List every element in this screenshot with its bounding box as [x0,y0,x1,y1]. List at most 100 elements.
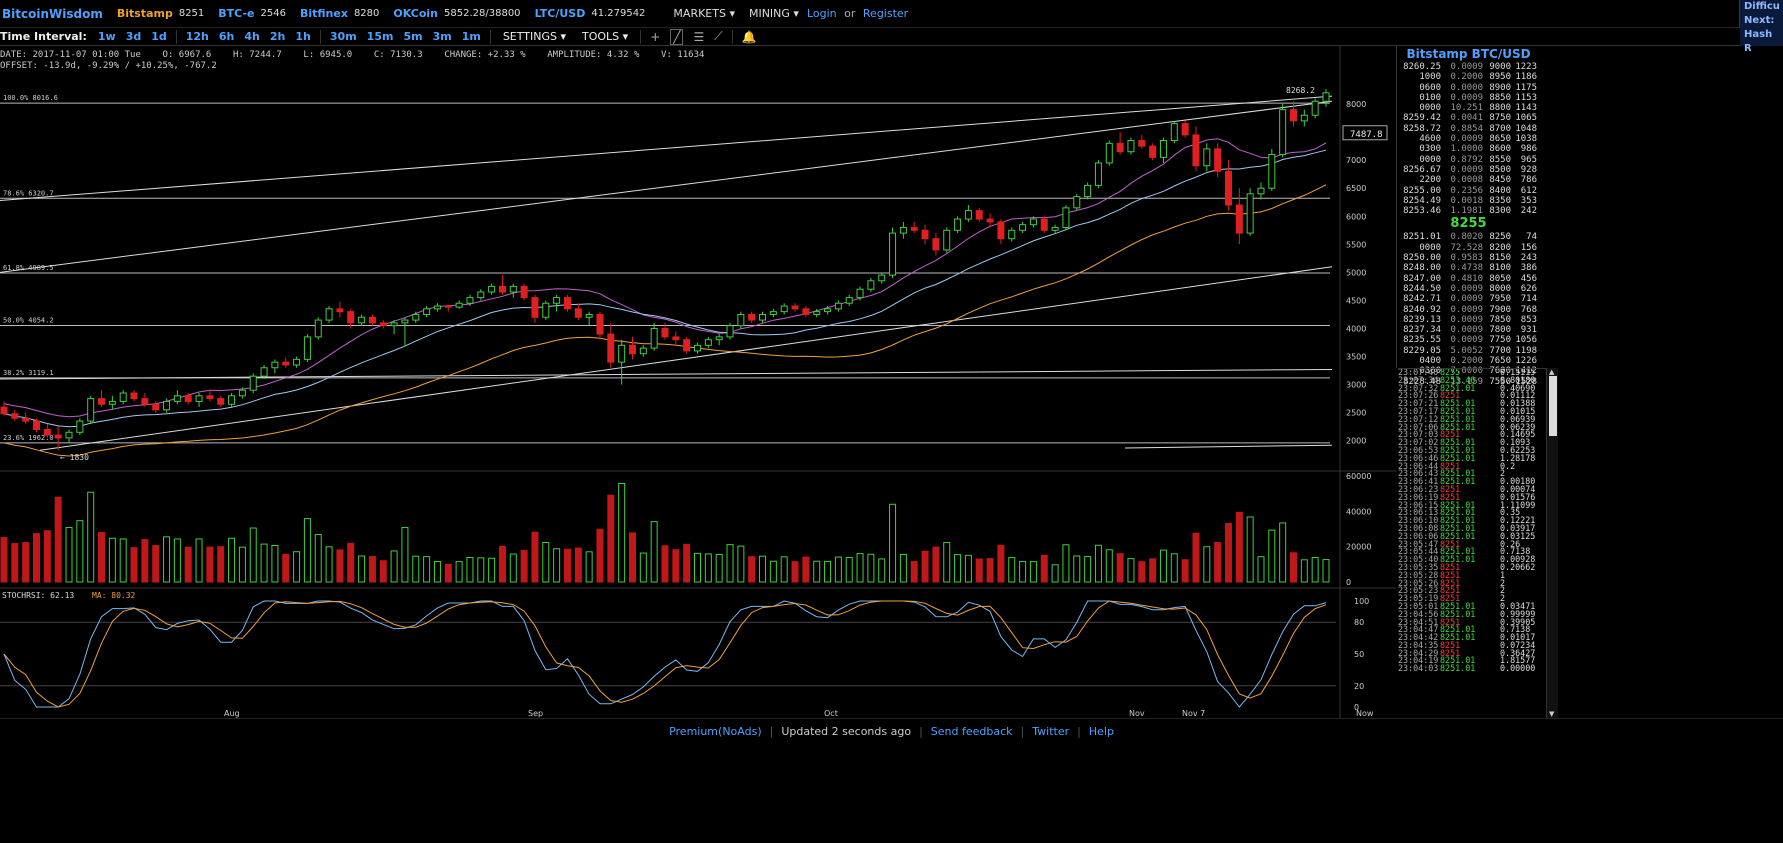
brand-logo[interactable]: BitcoinWisdom [2,6,103,21]
scrollbar-thumb[interactable] [1549,376,1557,436]
order-book-title[interactable]: Bitstamp BTC/USD [1406,47,1531,61]
candle-body [769,311,777,315]
exchange-ticker[interactable]: BTC-e 2546 [218,7,286,20]
interval-5m[interactable]: 5m [403,30,423,43]
order-row[interactable]: 0400 0.2000 7650 1226 [1397,356,1540,366]
volume-bar [954,554,962,583]
order-row[interactable]: 0000 10.251 8800 1143 [1397,103,1540,113]
interval-12h[interactable]: 12h [185,30,209,43]
hline-tool-icon[interactable]: ☰ [693,29,705,44]
stoch-k-line [3,600,1327,708]
fib-tool-icon[interactable]: ⟋ [714,29,723,43]
trade-amount: 0.99999 [1500,608,1536,619]
interval-1m[interactable]: 1m [461,30,481,43]
volume-bar [141,539,149,583]
order-row[interactable]: 8258.72 0.8854 8700 1048 [1397,124,1540,134]
trade-time: 23:06:19 [1398,491,1439,502]
line-tool-icon[interactable]: ╱ [670,28,684,45]
login-link[interactable]: Login [806,7,837,20]
trade-amount: 0.01112 [1500,390,1536,401]
order-row[interactable]: 8256.67 0.0009 8500 928 [1397,165,1540,175]
depth-price: 7900 [1489,304,1511,315]
markets-menu[interactable]: MARKETS ▾ [673,7,735,20]
candle-body [477,291,485,299]
help-link[interactable]: Help [1088,724,1114,738]
interval-6h[interactable]: 6h [218,30,235,43]
candle-body [932,238,940,251]
order-amount: 0.2000 [1450,356,1483,367]
order-row[interactable]: 8240.92 0.0009 7900 768 [1397,305,1540,315]
order-price: 8229.05 [1403,345,1441,356]
interval-15m[interactable]: 15m [366,30,394,43]
trade-amount: 0.1093 [1500,437,1531,448]
order-row[interactable]: 2200 0.0008 8450 786 [1397,175,1540,185]
scroll-down-icon[interactable]: ▼ [1549,710,1555,718]
candle-body [1214,148,1222,172]
order-row[interactable]: 8259.42 0.0041 8750 1065 [1397,113,1540,123]
trade-time: 23:07:32 [1398,382,1439,393]
order-row[interactable]: 8250.00 0.9583 8150 243 [1397,253,1540,263]
order-price: 8239.13 [1403,314,1441,325]
order-row[interactable]: 0100 0.0009 8850 1153 [1397,93,1540,103]
register-link[interactable]: Register [862,7,909,20]
order-row[interactable]: 8254.49 0.0018 8350 353 [1397,196,1540,206]
exchange-ticker[interactable]: LTC/USD 41.279542 [535,7,646,20]
trade-price: 8251.01 [1440,468,1476,479]
trade-time: 23:06:23 [1398,483,1439,494]
order-row[interactable]: 1000 0.2000 8950 1186 [1397,72,1540,82]
volume-tick-label: 60000 [1346,472,1371,481]
exchange-ticker[interactable]: Bitfinex 8280 [300,7,379,20]
volume-bar [1008,557,1016,583]
order-row[interactable]: 8260.25 0.0009 9000 1223 [1397,62,1540,72]
order-amount: 0.4738 [1450,263,1483,274]
trade-history-scrollbar[interactable]: ▲ ▼ [1546,368,1558,718]
candle-body [0,406,8,415]
order-row[interactable]: 0000 0.8792 8550 965 [1397,155,1540,165]
order-row[interactable]: 8255.00 0.2356 8400 612 [1397,186,1540,196]
trade-amount: 1.11099 [1500,499,1536,510]
settings-menu[interactable]: SETTINGS ▾ [502,30,567,43]
feedback-link[interactable]: Send feedback [930,724,1013,738]
order-row[interactable]: 8235.55 0.0009 7750 1056 [1397,335,1540,345]
trade-price: 8251.01 [1440,655,1476,666]
candle-body [433,305,441,310]
volume-bar [260,543,268,583]
twitter-link[interactable]: Twitter [1032,724,1070,738]
order-row[interactable]: 8242.71 0.0009 7950 714 [1397,294,1540,304]
toolbar-divider [489,29,491,44]
premium-link[interactable]: Premium(NoAds) [669,724,762,738]
exchange-ticker[interactable]: Bitstamp 8251 [117,7,204,20]
order-row[interactable]: 8248.00 0.4738 8100 386 [1397,263,1540,273]
candle-body [542,302,550,318]
order-row[interactable]: 8228.48 13.159 7550 1528 [1397,377,1540,387]
interval-30m[interactable]: 30m [329,30,357,43]
interval-1w[interactable]: 1w [97,30,116,43]
order-row[interactable]: 0600 0.0000 8900 1175 [1397,83,1540,93]
interval-3m[interactable]: 3m [432,30,452,43]
price-chart[interactable]: 100.0% 8016.6 78.6% 6320.7 61.8% 4989.5 50.… [0,46,1396,718]
scroll-up-icon[interactable]: ▲ [1549,368,1555,376]
interval-1d[interactable]: 1d [151,30,167,43]
order-row[interactable]: 8253.46 1.1981 8300 242 [1397,206,1540,216]
tools-menu[interactable]: TOOLS ▾ [582,30,629,43]
alert-bell-icon[interactable]: 🔔 [741,29,757,44]
order-row[interactable]: 8239.13 0.0009 7850 853 [1397,315,1540,325]
mining-menu[interactable]: MINING ▾ [748,7,799,20]
interval-2h[interactable]: 2h [269,30,286,43]
exchange-ticker[interactable]: OKCoin 5852.28/38800 [393,7,520,20]
order-row[interactable]: 0300 1.0000 8600 986 [1397,144,1540,154]
candle-body [314,319,322,338]
order-row[interactable]: 8244.50 0.0009 8000 626 [1397,284,1540,294]
order-row[interactable]: 0300 7.0000 7600 1412 [1397,366,1540,376]
order-row[interactable]: 8237.34 0.0009 7800 931 [1397,325,1540,335]
order-row[interactable]: 8229.05 5.0052 7700 1198 [1397,346,1540,356]
crosshair-tool-icon[interactable]: + [650,29,661,44]
order-row[interactable]: 8251.01 0.8020 8250 74 [1397,232,1540,242]
order-row[interactable]: 0000 72.528 8200 156 [1397,243,1540,253]
interval-4h[interactable]: 4h [244,30,260,43]
interval-3d[interactable]: 3d [125,30,142,43]
trade-history[interactable]: 23:07:40 8255 0.15115 23:07:34 8253.46 0.8018… [1398,368,1546,718]
order-row[interactable]: 8247.00 0.4810 8050 456 [1397,274,1540,284]
order-row[interactable]: 4600 0.0009 8650 1038 [1397,134,1540,144]
interval-1h[interactable]: 1h [295,30,311,43]
